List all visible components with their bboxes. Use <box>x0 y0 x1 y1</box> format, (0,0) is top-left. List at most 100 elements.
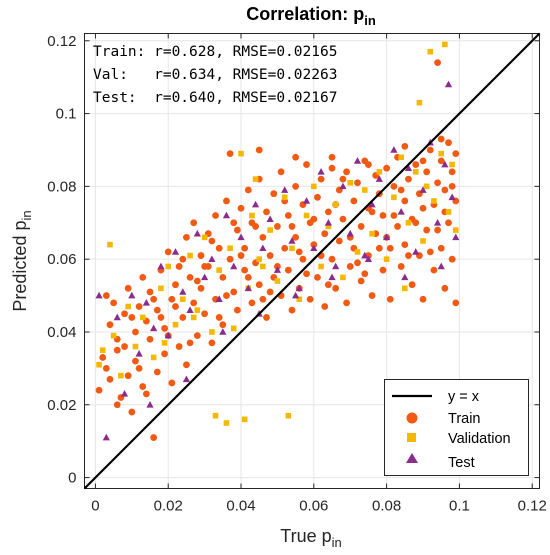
point-train <box>266 252 274 259</box>
point-test <box>244 284 252 292</box>
point-test <box>102 433 110 441</box>
y-tick-label: 0 <box>68 470 76 487</box>
point-test <box>273 266 282 273</box>
point-train <box>339 175 347 183</box>
point-validation <box>274 278 281 284</box>
point-validation <box>420 238 426 244</box>
point-train <box>419 295 427 303</box>
point-train <box>150 295 158 303</box>
point-validation <box>125 303 131 310</box>
point-train <box>226 150 234 158</box>
point-train <box>172 281 179 289</box>
point-train <box>437 157 445 165</box>
point-validation <box>369 230 375 237</box>
point-train <box>255 281 263 289</box>
point-test <box>222 211 231 219</box>
point-train <box>164 248 172 256</box>
point-train <box>452 150 460 158</box>
point-train <box>437 135 445 143</box>
point-train <box>124 372 132 380</box>
legend: y = x Train Validation Test <box>384 379 529 476</box>
point-train <box>255 146 263 154</box>
point-train <box>375 244 383 252</box>
point-test <box>328 273 336 281</box>
point-train <box>128 408 136 416</box>
point-train <box>153 306 161 314</box>
point-train <box>248 299 256 307</box>
point-train <box>270 190 278 198</box>
point-validation <box>431 198 437 204</box>
point-validation <box>212 412 219 419</box>
point-validation <box>172 321 179 328</box>
point-train <box>124 284 132 292</box>
point-validation <box>241 416 248 423</box>
point-train <box>259 233 267 241</box>
point-validation <box>194 307 201 313</box>
point-train <box>332 284 340 292</box>
point-train <box>401 142 409 150</box>
point-validation <box>161 340 168 346</box>
point-validation <box>150 354 157 361</box>
y-axis-label: Predicted pin <box>10 210 34 311</box>
point-train <box>113 401 121 409</box>
point-train <box>379 212 387 219</box>
point-validation <box>442 41 448 48</box>
point-train <box>157 314 165 321</box>
point-validation <box>405 219 412 226</box>
point-train <box>223 292 230 299</box>
point-train <box>179 314 187 321</box>
point-validation <box>238 150 244 157</box>
y-tick-label: 0.1 <box>56 106 77 123</box>
point-train <box>113 346 121 354</box>
point-train <box>405 252 412 259</box>
point-train <box>237 252 245 259</box>
point-train <box>292 153 300 161</box>
point-train <box>223 197 230 205</box>
point-train <box>284 266 292 274</box>
point-validation <box>187 252 193 259</box>
point-train <box>215 314 223 321</box>
point-train <box>321 230 329 238</box>
point-test <box>433 218 442 226</box>
point-train <box>263 208 270 216</box>
point-train <box>317 175 325 183</box>
point-train <box>121 343 128 350</box>
point-train <box>146 335 154 343</box>
point-test <box>288 237 296 244</box>
y-tick-label: 0.04 <box>47 324 76 341</box>
point-validation <box>132 343 139 350</box>
point-train <box>106 321 114 329</box>
point-train <box>437 244 445 252</box>
point-test <box>368 200 376 208</box>
point-train <box>175 343 183 350</box>
point-train <box>430 266 438 274</box>
point-train <box>350 197 358 205</box>
point-validation <box>252 176 259 182</box>
point-validation <box>285 412 292 419</box>
point-test <box>182 375 191 383</box>
point-test <box>164 331 172 339</box>
point-test <box>113 313 121 321</box>
point-train <box>314 273 321 281</box>
point-validation <box>398 154 404 161</box>
point-test <box>281 186 289 193</box>
point-train <box>168 379 176 387</box>
point-train <box>419 204 427 212</box>
y-tick-label: 0.12 <box>47 33 76 50</box>
point-train <box>306 295 314 303</box>
point-train <box>183 233 190 241</box>
point-test <box>452 233 460 241</box>
point-train <box>139 273 147 281</box>
point-test <box>219 328 227 335</box>
point-test <box>251 200 260 208</box>
point-test <box>317 168 325 175</box>
point-validation <box>96 361 102 368</box>
legend-triangle-swatch <box>406 453 418 463</box>
point-test <box>437 262 445 270</box>
point-train <box>219 273 227 281</box>
point-train <box>121 310 128 318</box>
point-train <box>233 226 241 234</box>
point-train <box>190 299 198 307</box>
point-test <box>364 255 373 262</box>
point-test <box>353 157 362 164</box>
